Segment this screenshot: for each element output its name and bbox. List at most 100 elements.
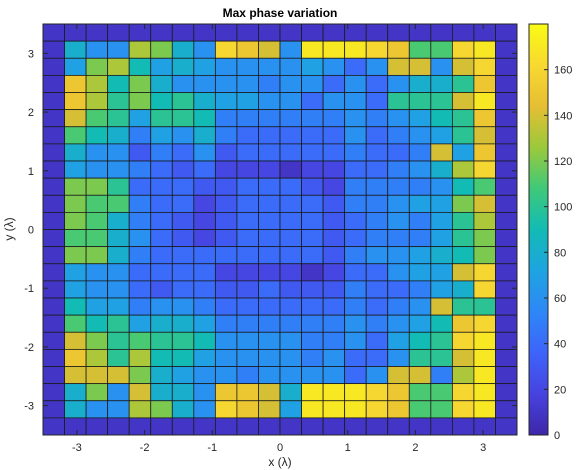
heatmap-cell [473,211,496,230]
heatmap-cell [365,40,389,59]
heatmap-cell [473,417,496,436]
colorbar-tick-label: 40 [554,339,566,351]
heatmap-cell [214,40,238,59]
heatmap-cell [322,314,346,333]
heatmap-cell [279,23,303,42]
heatmap-cell [171,246,195,265]
heatmap-cell [85,229,109,248]
heatmap-cell [258,331,281,350]
heatmap-cell [128,383,152,402]
heatmap-cell [473,263,496,282]
heatmap-cell [214,143,238,162]
heatmap-cell [258,57,281,76]
heatmap-cell [408,40,432,59]
heatmap-cell [322,57,346,76]
heatmap-cell [365,126,389,145]
heatmap-cell [171,400,195,419]
heatmap-cell [301,74,324,93]
heatmap-cell [322,23,346,42]
heatmap-cell [473,92,496,111]
heatmap-cell [85,366,109,385]
heatmap-cell [430,177,453,196]
heatmap-cell [42,92,66,111]
heatmap-cell [365,383,389,402]
heatmap-cell [279,417,303,436]
heatmap-cell [128,400,152,419]
heatmap-cell [236,280,259,299]
heatmap-cell [301,400,324,419]
heatmap-cell [85,109,109,128]
heatmap-cell [150,246,173,265]
heatmap-cell [473,109,496,128]
heatmap-cell [128,194,152,213]
heatmap-cell [473,194,496,213]
heatmap-cell [365,143,389,162]
heatmap-cell [258,109,281,128]
heatmap-cell [344,280,367,299]
heatmap-cell [107,229,130,248]
heatmap-cell [128,297,152,316]
heatmap-cell [495,92,518,111]
heatmap-cell [64,297,87,316]
heatmap-cell [301,40,324,59]
heatmap-cell [214,194,238,213]
heatmap-cell [42,348,66,367]
heatmap-cell [451,211,475,230]
heatmap-cell [42,229,66,248]
heatmap-cell [387,366,410,385]
heatmap-cell [214,400,238,419]
heatmap-cell [495,280,518,299]
heatmap-cell [193,331,216,350]
heatmap-cell [150,211,173,230]
heatmap-cell [344,57,367,76]
heatmap-cell [258,400,281,419]
heatmap-cell [171,74,195,93]
heatmap-cell [236,417,259,436]
heatmap-cell [322,211,346,230]
y-axis: -3 -2 -1 0 1 2 3 [24,48,517,413]
heatmap-cell [495,400,518,419]
heatmap-cell [258,229,281,248]
heatmap-cell [430,92,453,111]
heatmap-cell [171,177,195,196]
heatmap-cell [107,314,130,333]
heatmap-cell [171,160,195,179]
heatmap-cell [344,211,367,230]
heatmap-cell [473,280,496,299]
heatmap-cell [387,297,410,316]
heatmap-cell [214,92,238,111]
heatmap-cell [107,109,130,128]
heatmap-cell [171,57,195,76]
heatmap-cell [150,160,173,179]
heatmap-cell [64,143,87,162]
heatmap-cell [150,331,173,350]
y-tick-label: 0 [28,225,34,237]
heatmap-cell [85,194,109,213]
heatmap-cell [193,246,216,265]
heatmap-cell [171,417,195,436]
heatmap-cell [42,57,66,76]
heatmap-cell [171,143,195,162]
heatmap-cell [42,40,66,59]
heatmap-cell [473,246,496,265]
heatmap-cell [473,160,496,179]
heatmap-cell [128,314,152,333]
heatmap-cell [85,280,109,299]
heatmap-cell [85,143,109,162]
heatmap-cell [171,331,195,350]
heatmap-cell [85,331,109,350]
heatmap-cell [387,314,410,333]
heatmap-cell [408,160,432,179]
heatmap-cell [365,366,389,385]
heatmap-cell [279,109,303,128]
heatmap-cell [473,177,496,196]
heatmap-cell [236,194,259,213]
heatmap-cell [107,246,130,265]
heatmap-cell [107,400,130,419]
heatmap-cell [365,331,389,350]
heatmap-cell [85,383,109,402]
heatmap-cell [430,126,453,145]
heatmap-cell [193,263,216,282]
heatmap-cell [387,263,410,282]
heatmap-cell [322,109,346,128]
